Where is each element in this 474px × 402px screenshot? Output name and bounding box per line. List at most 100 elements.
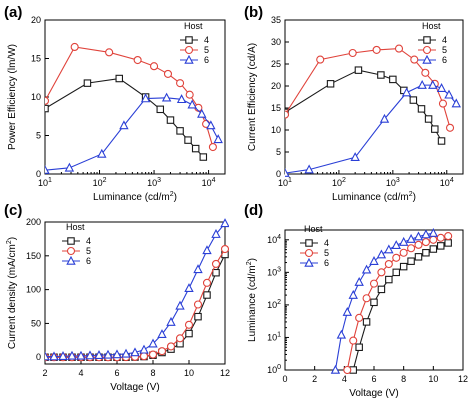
data-point — [304, 164, 314, 174]
x-tick-label: 4 — [342, 374, 347, 384]
data-point — [175, 334, 185, 343]
legend-marker — [423, 36, 431, 44]
legend-title: Host — [422, 21, 441, 31]
data-point — [392, 268, 400, 277]
panel-label: (b) — [244, 4, 263, 21]
series-6 — [45, 218, 229, 361]
panel-label: (d) — [244, 202, 263, 219]
data-point — [139, 352, 149, 361]
data-point — [184, 320, 194, 329]
data-point — [421, 68, 430, 77]
series-line — [285, 84, 457, 174]
y-tick-label: 103 — [267, 266, 281, 277]
legend-marker — [422, 45, 432, 55]
data-point — [45, 164, 50, 174]
data-point — [148, 350, 158, 359]
y-tick-label: 5 — [36, 131, 41, 141]
legend-label: 5 — [86, 246, 91, 256]
data-point — [157, 329, 167, 338]
x-tick-label: 12 — [220, 368, 230, 378]
data-point — [203, 291, 211, 299]
data-point — [161, 92, 172, 102]
legend-label: 4 — [204, 35, 209, 45]
y-tick-label: 0 — [276, 169, 281, 179]
data-point — [437, 137, 446, 145]
data-point — [148, 338, 158, 348]
data-point — [166, 116, 175, 124]
x-tick-label: 12 — [458, 374, 468, 384]
plot-frame — [284, 19, 464, 175]
data-point — [409, 96, 418, 104]
x-tick-label: 8 — [150, 368, 155, 378]
data-point — [384, 259, 393, 269]
x-tick-label: 4 — [78, 368, 83, 378]
panel-d: (d) 0 2 4 6 8 10 12 100 101 102 103 104 Voltage (V) Lu… — [244, 202, 468, 399]
data-point — [414, 240, 423, 249]
data-point — [422, 249, 430, 257]
y-tick-label: 0 — [36, 352, 41, 362]
data-point — [133, 55, 142, 65]
data-point — [191, 144, 200, 153]
data-point — [140, 93, 151, 103]
legend-marker — [184, 54, 194, 64]
data-point — [130, 347, 140, 357]
data-point — [163, 69, 173, 78]
panel-c: (c) 2 4 6 8 10 12 0 50 100 150 200 Voltage (V) Curren… — [4, 202, 230, 393]
data-point — [220, 244, 229, 254]
data-point — [348, 289, 358, 299]
data-point — [370, 298, 378, 307]
data-point — [444, 89, 454, 99]
data-point — [444, 232, 453, 241]
x-tick-label: 10 — [184, 368, 194, 378]
data-point — [83, 79, 92, 87]
data-point — [175, 300, 185, 310]
data-point — [343, 365, 352, 374]
panel-label: (a) — [4, 4, 22, 21]
legend-title: Host — [304, 224, 323, 234]
data-point — [285, 110, 290, 119]
data-point — [355, 313, 364, 322]
data-point — [202, 245, 212, 255]
data-point — [150, 62, 159, 71]
data-point — [428, 227, 439, 237]
legend-label: 4 — [86, 236, 91, 246]
data-point — [399, 262, 408, 271]
data-point — [45, 351, 50, 361]
x-tick-label: 8 — [401, 374, 406, 384]
data-point — [220, 218, 229, 228]
data-point — [410, 55, 419, 64]
data-point — [94, 350, 104, 359]
data-point — [184, 136, 192, 144]
y-tick-label: 0 — [36, 169, 41, 179]
data-point — [67, 350, 77, 360]
data-point — [444, 239, 452, 247]
data-point — [372, 45, 381, 54]
data-point — [176, 94, 187, 104]
panel-a: (a) 101 102 103 104 0 5 10 15 20 Luminance (cd/m2)… — [4, 4, 226, 203]
data-point — [156, 105, 165, 114]
data-point — [193, 264, 203, 274]
data-point — [391, 240, 401, 250]
data-point — [49, 351, 59, 361]
data-point — [436, 233, 445, 242]
y-tick-label: 102 — [267, 299, 281, 310]
x-tick-label: 6 — [371, 374, 376, 384]
x-tick-label: 101 — [278, 177, 292, 188]
series-5 — [285, 44, 455, 132]
data-point — [421, 238, 430, 247]
data-point — [64, 162, 75, 172]
x-tick-label: 2 — [312, 374, 317, 384]
data-point — [330, 364, 341, 374]
y-tick-label: 5 — [276, 147, 281, 157]
legend-marker — [422, 54, 432, 64]
x-tick-label: 0 — [282, 374, 287, 384]
data-point — [139, 344, 149, 354]
data-point — [285, 167, 290, 177]
data-point — [97, 148, 107, 158]
data-point — [121, 348, 131, 358]
data-point — [376, 249, 387, 259]
legend-label: 6 — [324, 258, 329, 268]
data-point — [350, 152, 360, 162]
data-point — [176, 79, 185, 88]
